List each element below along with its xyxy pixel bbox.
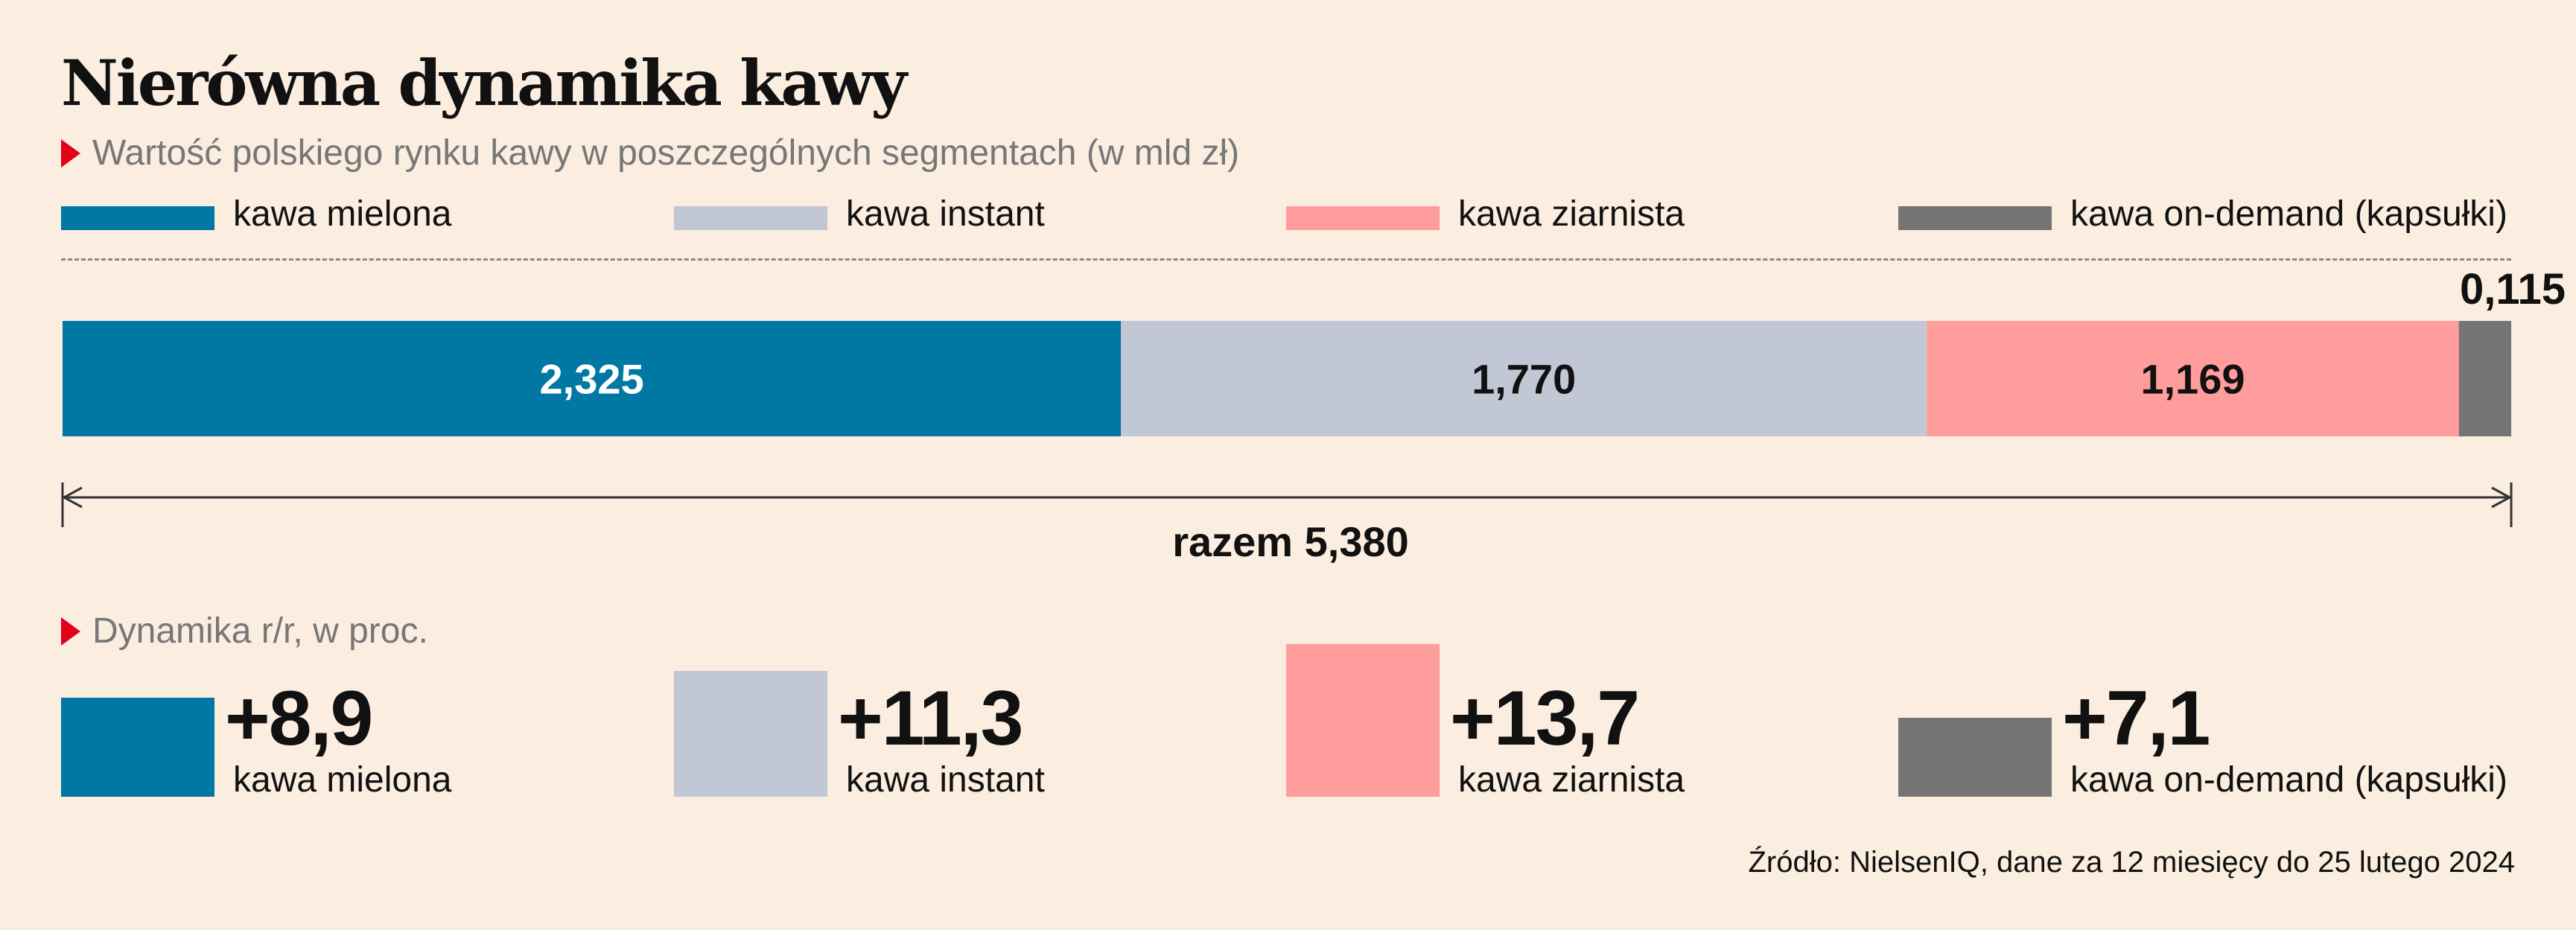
dynamics-value-mielona: +8,9 bbox=[225, 675, 373, 762]
dynamics-swatch-mielona bbox=[61, 697, 214, 797]
bar-label-on-demand: 0,115 bbox=[2460, 265, 2566, 313]
legend-label-on-demand: kawa on-demand (kapsułki) bbox=[2070, 194, 2507, 234]
subtitle-text: Wartość polskiego rynku kawy w poszczegó… bbox=[92, 133, 1240, 173]
dynamics-name-ziarnista: kawa ziarnista bbox=[1458, 760, 1685, 800]
red-triangle-marker-icon bbox=[61, 617, 80, 646]
stacked-bar: 2,325 1,770 1,169 0,115 bbox=[63, 265, 2566, 436]
legend-swatch-mielona bbox=[61, 206, 214, 230]
bar-label-ziarnista: 1,169 bbox=[2140, 356, 2245, 403]
legend-swatch-instant bbox=[674, 206, 827, 230]
chart-subtitle: Wartość polskiego rynku kawy w poszczegó… bbox=[61, 131, 1239, 176]
dynamics-name-mielona: kawa mielona bbox=[233, 760, 452, 800]
dynamics-name-on-demand: kawa on-demand (kapsułki) bbox=[2070, 760, 2507, 800]
bar-segment-mielona bbox=[63, 321, 1122, 436]
legend-label-mielona: kawa mielona bbox=[233, 194, 452, 234]
bar-segment-on-demand bbox=[2458, 321, 2511, 436]
dynamics-subtitle: Dynamika r/r, w proc. bbox=[61, 609, 428, 654]
dynamics-swatch-on-demand bbox=[1898, 717, 2052, 797]
bar-segment-instant bbox=[1121, 321, 1927, 436]
total-bracket-left-arrow-icon bbox=[61, 486, 83, 509]
dynamics-name-instant: kawa instant bbox=[846, 760, 1045, 800]
dynamics-swatch-instant bbox=[674, 670, 827, 797]
dynamics-value-on-demand: +7,1 bbox=[2062, 675, 2210, 762]
legend-swatch-on-demand bbox=[1898, 206, 2052, 230]
bar-segment-ziarnista bbox=[1927, 321, 2459, 436]
legend-label-ziarnista: kawa ziarnista bbox=[1458, 194, 1685, 234]
dynamics-subtitle-text: Dynamika r/r, w proc. bbox=[92, 611, 428, 651]
source-note: Źródło: NielsenIQ, dane za 12 miesięcy d… bbox=[1748, 846, 2515, 879]
dynamics-value-ziarnista: +13,7 bbox=[1450, 675, 1640, 762]
legend-divider bbox=[61, 258, 2511, 261]
total-bracket-right-arrow-icon bbox=[2491, 486, 2513, 509]
stacked-bar-chart: 2,325 1,770 1,169 0,115 bbox=[61, 265, 2566, 527]
legend-label-instant: kawa instant bbox=[846, 194, 1045, 234]
bar-label-mielona: 2,325 bbox=[540, 356, 644, 403]
legend-swatch-ziarnista bbox=[1286, 206, 1440, 230]
total-label: razem 5,380 bbox=[1172, 518, 1409, 565]
total-bracket bbox=[61, 482, 2513, 527]
chart-title: Nierówna dynamika kawy bbox=[61, 46, 907, 120]
bar-label-instant: 1,770 bbox=[1472, 356, 1576, 403]
dynamics-swatch-ziarnista bbox=[1286, 644, 1440, 797]
dynamics-value-instant: +11,3 bbox=[838, 675, 1023, 762]
red-triangle-marker-icon bbox=[61, 139, 80, 168]
